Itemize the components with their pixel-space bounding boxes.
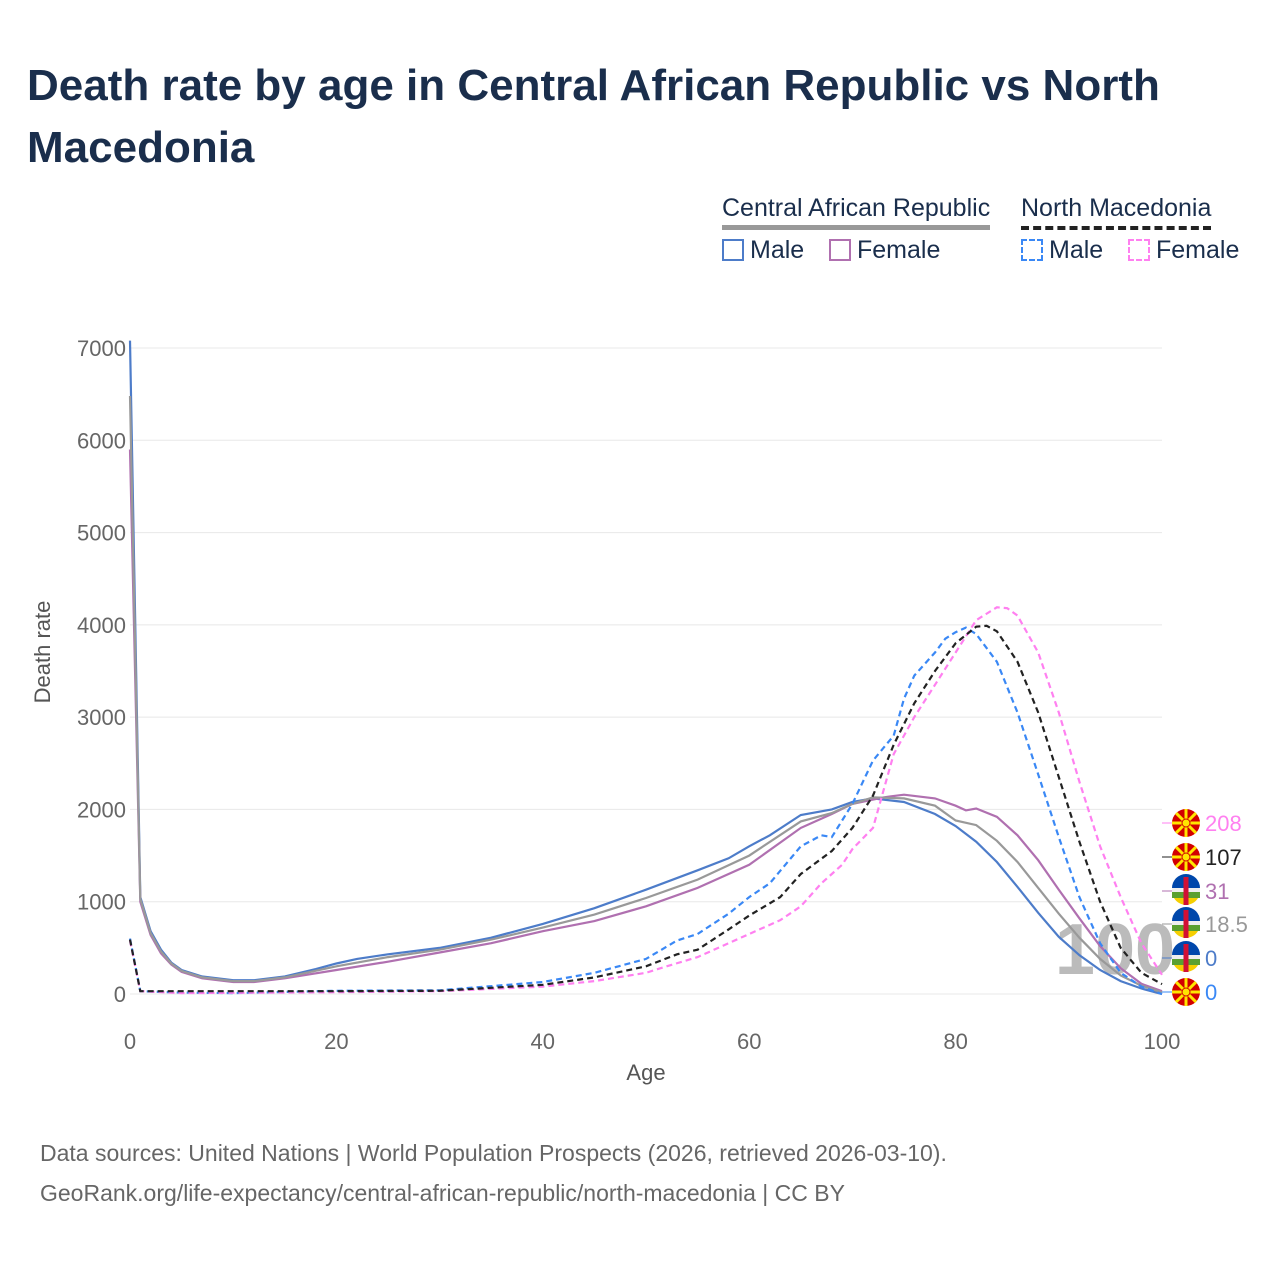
series-line-car_total [128,395,1163,994]
x-tick-label: 100 [1144,1029,1181,1054]
y-tick-label: 0 [114,982,126,1007]
x-tick-label: 20 [324,1029,348,1054]
x-tick-label: 0 [124,1029,136,1054]
y-tick-label: 1000 [77,890,126,915]
legend-group-nm: North Macedonia [1021,194,1212,230]
source-line-1: Data sources: United Nations | World Pop… [40,1140,947,1166]
end-value-label: 107 [1205,845,1242,870]
swatch-icon [1128,239,1150,261]
legend-nm-male[interactable]: Male [1021,236,1103,265]
flag-stripe [1183,910,1189,938]
series-line-car_female [128,449,1163,993]
flag-stripe [1183,877,1189,905]
series-line-nm_total [128,624,1163,993]
legend-label: Male [1049,236,1104,264]
end-value-label: 208 [1205,811,1242,836]
y-axis-label: Death rate [30,601,55,704]
y-tick-label: 3000 [77,705,126,730]
flag-sun [1181,987,1191,997]
x-axis-label: Age [626,1060,665,1085]
series-line-nm_female [128,606,1163,995]
y-tick-label: 4000 [77,613,126,638]
end-value-label: 0 [1205,980,1217,1005]
series-line-car_male [128,340,1163,996]
legend-nm-female[interactable]: Female [1128,236,1239,265]
swatch-icon [722,239,744,261]
swatch-icon [1021,239,1043,261]
y-tick-label: 7000 [77,336,126,361]
source-line-2[interactable]: GeoRank.org/life-expectancy/central-afri… [40,1180,845,1206]
legend-car-male[interactable]: Male [722,236,804,265]
y-tick-label: 2000 [77,797,126,822]
swatch-icon [829,239,851,261]
series-line-nm_male [128,626,1163,996]
end-value-label: 31 [1205,879,1229,904]
x-tick-label: 60 [737,1029,761,1054]
flag-stripe [1183,944,1189,972]
legend-car-title: Central African Republic [722,194,991,230]
x-tick-label: 80 [943,1029,967,1054]
flag-sun [1181,818,1191,828]
legend-label: Female [1156,236,1240,264]
x-tick-label: 40 [531,1029,555,1054]
legend-label: Female [857,236,941,264]
y-tick-label: 5000 [77,521,126,546]
end-value-label: 18.5 [1205,912,1248,937]
legend-label: Male [750,236,805,264]
legend-nm-title: North Macedonia [1021,194,1212,230]
chart-title: Death rate by age in Central African Rep… [27,61,1160,172]
end-value-label: 0 [1205,946,1217,971]
y-tick-label: 6000 [77,428,126,453]
flag-sun [1181,852,1191,862]
legend-car-female[interactable]: Female [829,236,940,265]
legend-group-car: Central African Republic [722,194,991,230]
